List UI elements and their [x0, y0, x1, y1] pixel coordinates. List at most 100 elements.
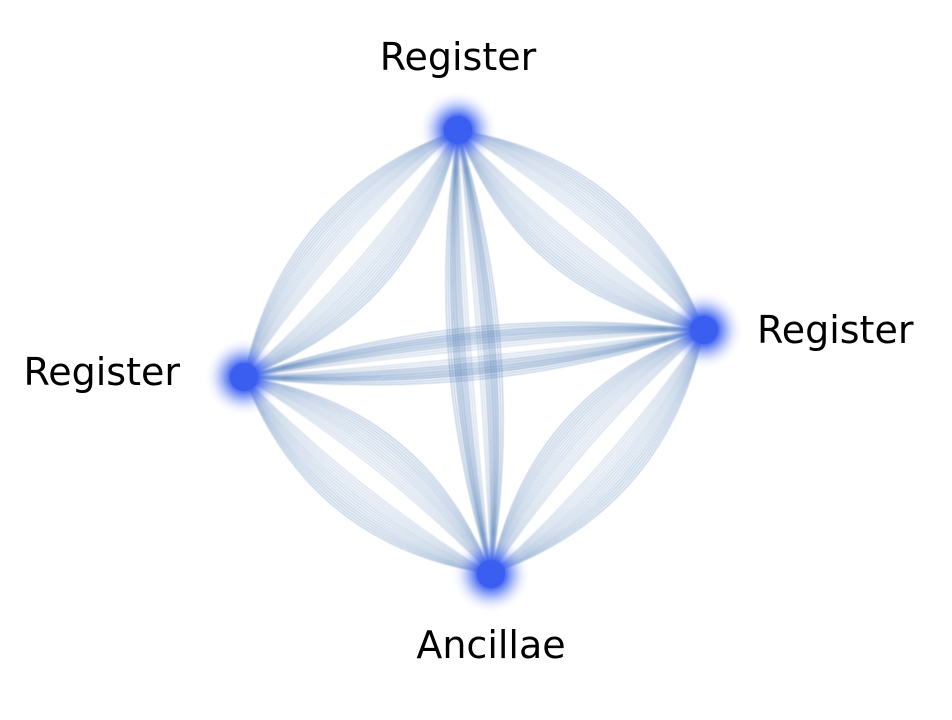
strand-left-right: [243, 329, 705, 382]
node-label-bottom: Ancillae: [416, 623, 565, 667]
node-label-right: Register: [757, 308, 914, 352]
strand-top-bottom: [457, 129, 500, 575]
strand-right-bottom: [490, 329, 705, 575]
strand-top-right: [457, 129, 705, 331]
strand-right-bottom: [490, 329, 705, 575]
strand-left-bottom: [243, 376, 492, 575]
strand-top-right: [457, 129, 705, 331]
node-label-left: Register: [24, 350, 181, 394]
strand-top-left: [243, 129, 459, 378]
strand-top-bottom: [457, 129, 502, 575]
strand-top-right: [457, 129, 705, 331]
strand-right-bottom: [490, 329, 705, 575]
strand-top-bottom: [457, 129, 492, 575]
strand-left-right: [243, 329, 705, 378]
strand-top-right: [457, 129, 705, 331]
node-left: [204, 337, 284, 417]
strand-top-left: [243, 129, 459, 378]
strand-left-bottom: [243, 376, 492, 575]
strand-top-left: [243, 129, 459, 378]
strand-top-left: [243, 129, 459, 378]
node-labels: Register Register Register Ancillae: [24, 35, 914, 667]
strand-left-right: [243, 329, 705, 384]
strand-top-left: [243, 129, 459, 378]
strand-top-right: [457, 129, 705, 331]
strand-top-bottom: [457, 129, 494, 575]
strand-top-right: [457, 129, 705, 331]
strand-left-bottom: [243, 376, 492, 575]
strand-top-left: [243, 129, 459, 378]
strand-right-bottom: [490, 329, 705, 575]
strand-top-left: [243, 129, 459, 378]
strand-top-bottom: [449, 129, 492, 575]
strand-top-bottom: [457, 129, 492, 575]
strand-top-left: [243, 129, 459, 378]
strand-top-bottom: [457, 129, 504, 575]
node-left-core: [230, 363, 258, 391]
strand-left-bottom: [243, 376, 492, 575]
strand-top-bottom: [457, 129, 492, 575]
strand-left-bottom: [243, 376, 492, 575]
strand-top-left: [243, 129, 459, 378]
strand-left-bottom: [243, 376, 492, 575]
strand-top-right: [457, 129, 705, 331]
strand-top-right: [457, 129, 705, 331]
strand-top-right: [457, 129, 705, 331]
strand-top-bottom: [457, 129, 492, 575]
strand-left-bottom: [243, 376, 492, 575]
strand-right-bottom: [490, 329, 705, 575]
strand-right-bottom: [490, 329, 705, 575]
strand-top-left: [243, 129, 459, 378]
strand-left-bottom: [243, 376, 492, 575]
strand-right-bottom: [490, 329, 705, 575]
strand-right-bottom: [490, 329, 705, 575]
strand-top-left: [243, 129, 459, 378]
strand-right-bottom: [490, 329, 705, 575]
strand-left-bottom: [243, 376, 492, 575]
strand-top-left: [243, 129, 459, 378]
strand-left-bottom: [243, 376, 492, 575]
strand-right-bottom: [490, 329, 705, 575]
strand-top-right: [457, 129, 705, 331]
strand-top-bottom: [457, 129, 496, 575]
strand-top-right: [457, 129, 705, 331]
strand-right-bottom: [490, 329, 705, 575]
strand-top-bottom: [457, 129, 492, 575]
strand-left-right: [243, 329, 705, 379]
strand-right-bottom: [490, 329, 705, 575]
strand-top-right: [457, 129, 705, 331]
strand-right-bottom: [490, 329, 705, 575]
strand-right-bottom: [490, 329, 705, 575]
strand-left-bottom: [243, 376, 492, 575]
strand-right-bottom: [490, 329, 705, 575]
strand-left-right: [243, 329, 705, 378]
node-top: [418, 90, 498, 170]
strand-top-bottom: [455, 129, 492, 575]
strand-top-left: [243, 129, 459, 378]
strand-left-right: [243, 329, 705, 378]
strand-left-bottom: [243, 376, 492, 575]
strand-left-right: [243, 329, 705, 378]
strand-left-right: [243, 325, 705, 378]
strand-top-left: [243, 129, 459, 378]
strand-top-right: [457, 129, 705, 331]
strand-left-bottom: [243, 376, 492, 575]
strand-top-left: [243, 129, 459, 378]
node-label-top: Register: [380, 35, 537, 79]
strand-left-right: [243, 328, 705, 378]
strand-top-right: [457, 129, 705, 331]
strand-top-bottom: [457, 129, 492, 575]
strand-right-bottom: [490, 329, 705, 575]
strand-left-bottom: [243, 376, 492, 575]
strand-left-right: [243, 329, 705, 378]
node-bottom-core: [477, 560, 505, 588]
strand-top-right: [457, 129, 705, 331]
strand-top-right: [457, 129, 705, 331]
strand-top-right: [457, 129, 705, 331]
strand-left-bottom: [243, 376, 492, 575]
strand-right-bottom: [490, 329, 705, 575]
nodes: [204, 90, 744, 614]
strand-top-left: [243, 129, 459, 378]
strand-right-bottom: [490, 329, 705, 575]
